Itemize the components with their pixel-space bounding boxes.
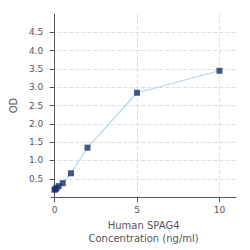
svg-text:0: 0	[52, 205, 58, 215]
svg-text:2.0: 2.0	[29, 119, 44, 129]
svg-text:3.0: 3.0	[29, 82, 44, 92]
svg-text:Human SPAG4: Human SPAG4	[108, 220, 180, 231]
svg-text:Concentration (ng/ml): Concentration (ng/ml)	[88, 233, 198, 244]
svg-text:4.5: 4.5	[29, 27, 43, 37]
svg-text:2.5: 2.5	[29, 101, 43, 111]
svg-text:3.5: 3.5	[29, 64, 43, 74]
svg-text:1.0: 1.0	[29, 155, 44, 165]
svg-text:5: 5	[134, 205, 140, 215]
svg-text:OD: OD	[8, 97, 19, 113]
svg-text:10: 10	[214, 205, 226, 215]
svg-text:1.5: 1.5	[29, 137, 43, 147]
svg-text:0.5: 0.5	[29, 174, 43, 184]
svg-text:4.0: 4.0	[29, 46, 44, 56]
